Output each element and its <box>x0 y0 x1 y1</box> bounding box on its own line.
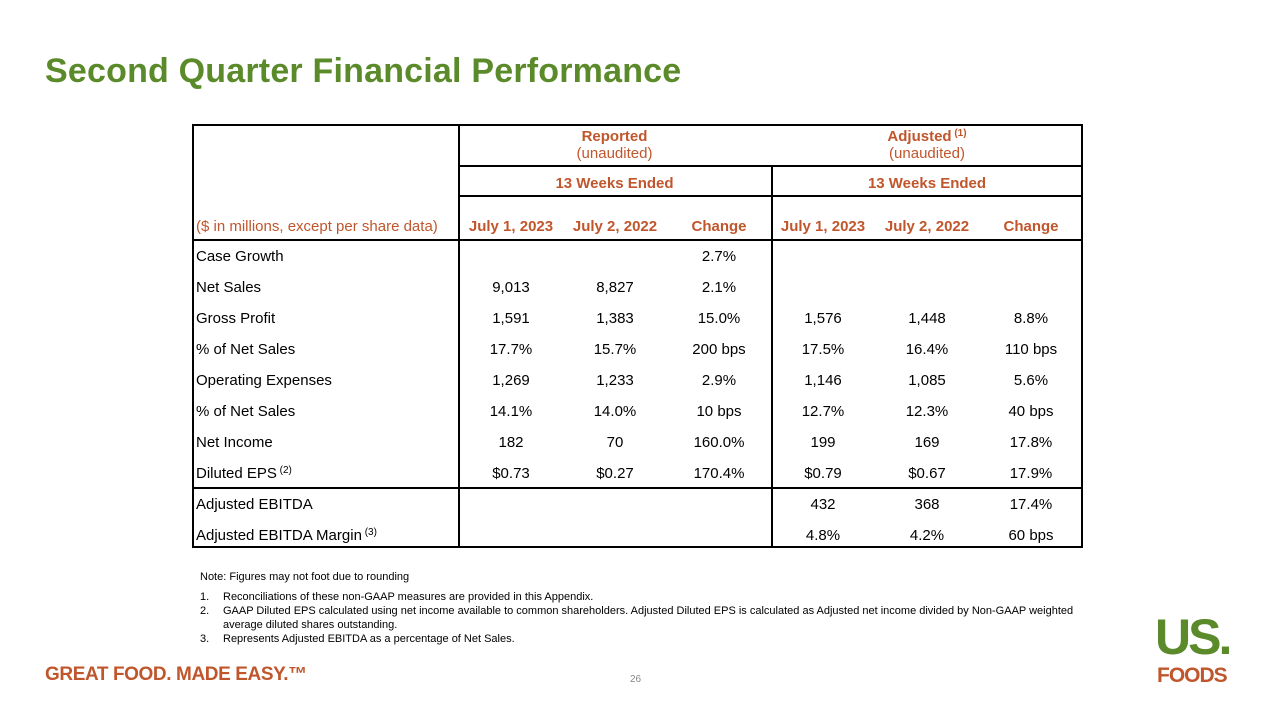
footnote-text: GAAP Diluted EPS calculated using net in… <box>223 605 1074 631</box>
footnotes: Note: Figures may not foot due to roundi… <box>200 570 1090 646</box>
row-label: Operating Expenses <box>196 372 332 389</box>
table-cell: 200 bps <box>692 341 746 358</box>
table-cell: 2.9% <box>701 372 737 389</box>
table-cell: 16.4% <box>905 341 949 358</box>
page-number: 26 <box>630 674 642 685</box>
page-title: Second Quarter Financial Performance <box>45 52 682 90</box>
row-label: Adjusted EBITDA Margin (3) <box>196 527 377 544</box>
table-cell: 1,085 <box>908 372 946 389</box>
column-header: July 2, 2022 <box>572 218 658 235</box>
table-cell: $0.27 <box>596 465 634 482</box>
column-header: July 2, 2022 <box>884 218 970 235</box>
footnote-item: 2. GAAP Diluted EPS calculated using net … <box>200 604 1090 632</box>
table-cell: 12.3% <box>905 403 949 420</box>
table-cell: 17.5% <box>801 341 845 358</box>
table-cell: $0.67 <box>908 465 946 482</box>
table-cell: 1,146 <box>804 372 842 389</box>
table-cell: 1,233 <box>596 372 634 389</box>
row-label: Diluted EPS (2) <box>196 465 292 482</box>
column-header: July 1, 2023 <box>468 218 554 235</box>
table-cell: 4.2% <box>909 527 945 544</box>
column-header: July 1, 2023 <box>780 218 866 235</box>
footnote-item: 1. Reconciliations of these non-GAAP meas… <box>200 590 1090 604</box>
table-cell: 70 <box>606 434 624 451</box>
table-cell: 1,269 <box>492 372 530 389</box>
table-rule-groups <box>458 165 1083 167</box>
us-foods-logo: US. FOODS <box>1155 609 1232 686</box>
table-cell: 169 <box>914 434 940 451</box>
table-cell: 2.1% <box>701 279 737 296</box>
group-header: Reported <box>581 128 648 145</box>
row-label: Case Growth <box>196 248 284 265</box>
table-cell: 15.7% <box>593 341 637 358</box>
row-label: % of Net Sales <box>196 403 296 420</box>
table-cell: 17.9% <box>1009 465 1053 482</box>
table-rule-columns <box>192 239 1083 241</box>
table-cell: 1,383 <box>596 310 634 327</box>
group-subheader: (unaudited) <box>889 145 965 162</box>
table-cell: 8,827 <box>596 279 634 296</box>
svg-text:US.: US. <box>1155 609 1229 665</box>
table-cell: 1,591 <box>492 310 530 327</box>
table-border-right <box>1081 124 1083 548</box>
table-rule-ebitda <box>192 487 1083 489</box>
table-border-left <box>192 124 194 548</box>
rounding-note: Note: Figures may not foot due to roundi… <box>200 571 410 583</box>
row-label: Net Income <box>196 434 273 451</box>
table-cell: 1,448 <box>908 310 946 327</box>
table-cell: 5.6% <box>1013 372 1049 389</box>
column-header: Change <box>1003 218 1059 235</box>
table-border-top <box>192 124 1083 126</box>
footnote-number: 2. <box>200 605 210 617</box>
table-cell: 12.7% <box>801 403 845 420</box>
table-cell: 1,576 <box>804 310 842 327</box>
table-cell: 199 <box>810 434 836 451</box>
row-label: % of Net Sales <box>196 341 296 358</box>
footnote-text: Represents Adjusted EBITDA as a percenta… <box>223 633 515 645</box>
table-cell: 17.7% <box>489 341 533 358</box>
table-cell: 182 <box>498 434 524 451</box>
row-label: Net Sales <box>196 279 262 296</box>
table-cell: 110 bps <box>1004 341 1058 358</box>
table-group-divider <box>771 165 773 548</box>
table-cell: 17.8% <box>1009 434 1053 451</box>
table-cell: 2.7% <box>701 248 737 265</box>
table-cell: 17.4% <box>1009 496 1053 513</box>
table-cell: 14.0% <box>593 403 637 420</box>
table-cell: 368 <box>914 496 940 513</box>
table-rule-period <box>458 195 1083 197</box>
table-border-bottom <box>192 546 1083 548</box>
table-cell: 40 bps <box>1008 403 1054 420</box>
footnote-number: 3. <box>200 633 210 645</box>
table-cell: 170.4% <box>693 465 745 482</box>
footnote-text: Reconciliations of these non-GAAP measur… <box>223 591 594 603</box>
footnote-item: 3. Represents Adjusted EBITDA as a percen… <box>200 632 1090 646</box>
table-cell: 15.0% <box>697 310 741 327</box>
footnote-list: 1. Reconciliations of these non-GAAP meas… <box>200 590 1090 646</box>
column-header: Change <box>691 218 747 235</box>
financial-table: Reported (unaudited) 13 Weeks Ended Adjuste… <box>192 124 1083 548</box>
tagline: GREAT FOOD. MADE EASY.™ <box>45 664 307 685</box>
svg-text:FOODS: FOODS <box>1157 664 1228 686</box>
table-cell: $0.73 <box>492 465 530 482</box>
unit-label: ($ in millions, except per share data) <box>196 218 438 235</box>
table-cell: 14.1% <box>489 403 533 420</box>
period-header: 13 Weeks Ended <box>555 175 674 192</box>
table-cell: 432 <box>810 496 836 513</box>
group-header: Adjusted (1) <box>887 128 967 145</box>
table-cell: $0.79 <box>804 465 842 482</box>
table-cell: 9,013 <box>492 279 530 296</box>
row-label: Gross Profit <box>196 310 276 327</box>
table-cell: 8.8% <box>1013 310 1049 327</box>
table-cell: 60 bps <box>1008 527 1054 544</box>
row-label: Adjusted EBITDA <box>196 496 313 513</box>
group-subheader: (unaudited) <box>576 145 653 162</box>
footnote-number: 1. <box>200 591 210 603</box>
table-cell: 160.0% <box>693 434 745 451</box>
table-cell: 4.8% <box>805 527 841 544</box>
table-label-divider <box>458 124 460 548</box>
period-header: 13 Weeks Ended <box>867 175 987 192</box>
table-cell: 10 bps <box>696 403 742 420</box>
